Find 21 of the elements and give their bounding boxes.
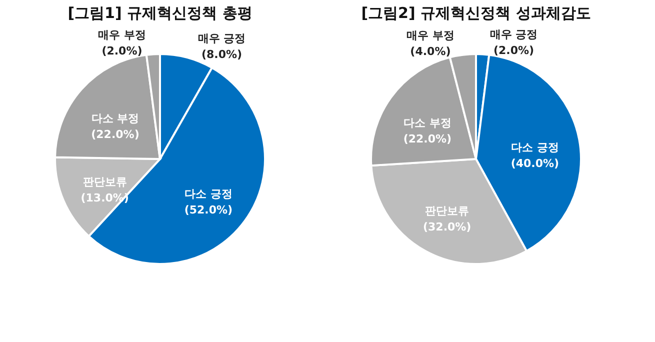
data-label: (40.0%): [510, 156, 560, 170]
data-label: (22.0%): [403, 132, 452, 146]
chart-title: [그림2] 규제혁신정책 성과체감도: [361, 4, 591, 22]
slice-label: 매우 긍정: [490, 28, 538, 42]
data-label: (8.0%): [201, 48, 242, 62]
data-label: (22.0%): [91, 128, 140, 142]
slice-label: 판단보류: [425, 204, 470, 218]
slice-label: 매우 부정: [98, 28, 146, 42]
data-label: (2.0%): [494, 44, 534, 58]
slice-label: 판단보류: [82, 176, 127, 189]
data-label: (2.0%): [102, 44, 142, 58]
slice-label: 매우 긍정: [198, 32, 246, 46]
slice-label: 매우 부정: [406, 28, 454, 42]
slice-label: 다소 부정: [404, 116, 452, 130]
data-label: (32.0%): [422, 220, 472, 234]
data-label: (4.0%): [410, 44, 451, 58]
slice-label: 다소 부정: [91, 112, 140, 126]
slice-label: 다소 긍정: [511, 140, 559, 154]
chart-title: [그림1] 규제혁신정책 총평: [68, 4, 252, 22]
data-label: (52.0%): [184, 203, 233, 216]
slice-label: 다소 긍정: [184, 187, 232, 200]
